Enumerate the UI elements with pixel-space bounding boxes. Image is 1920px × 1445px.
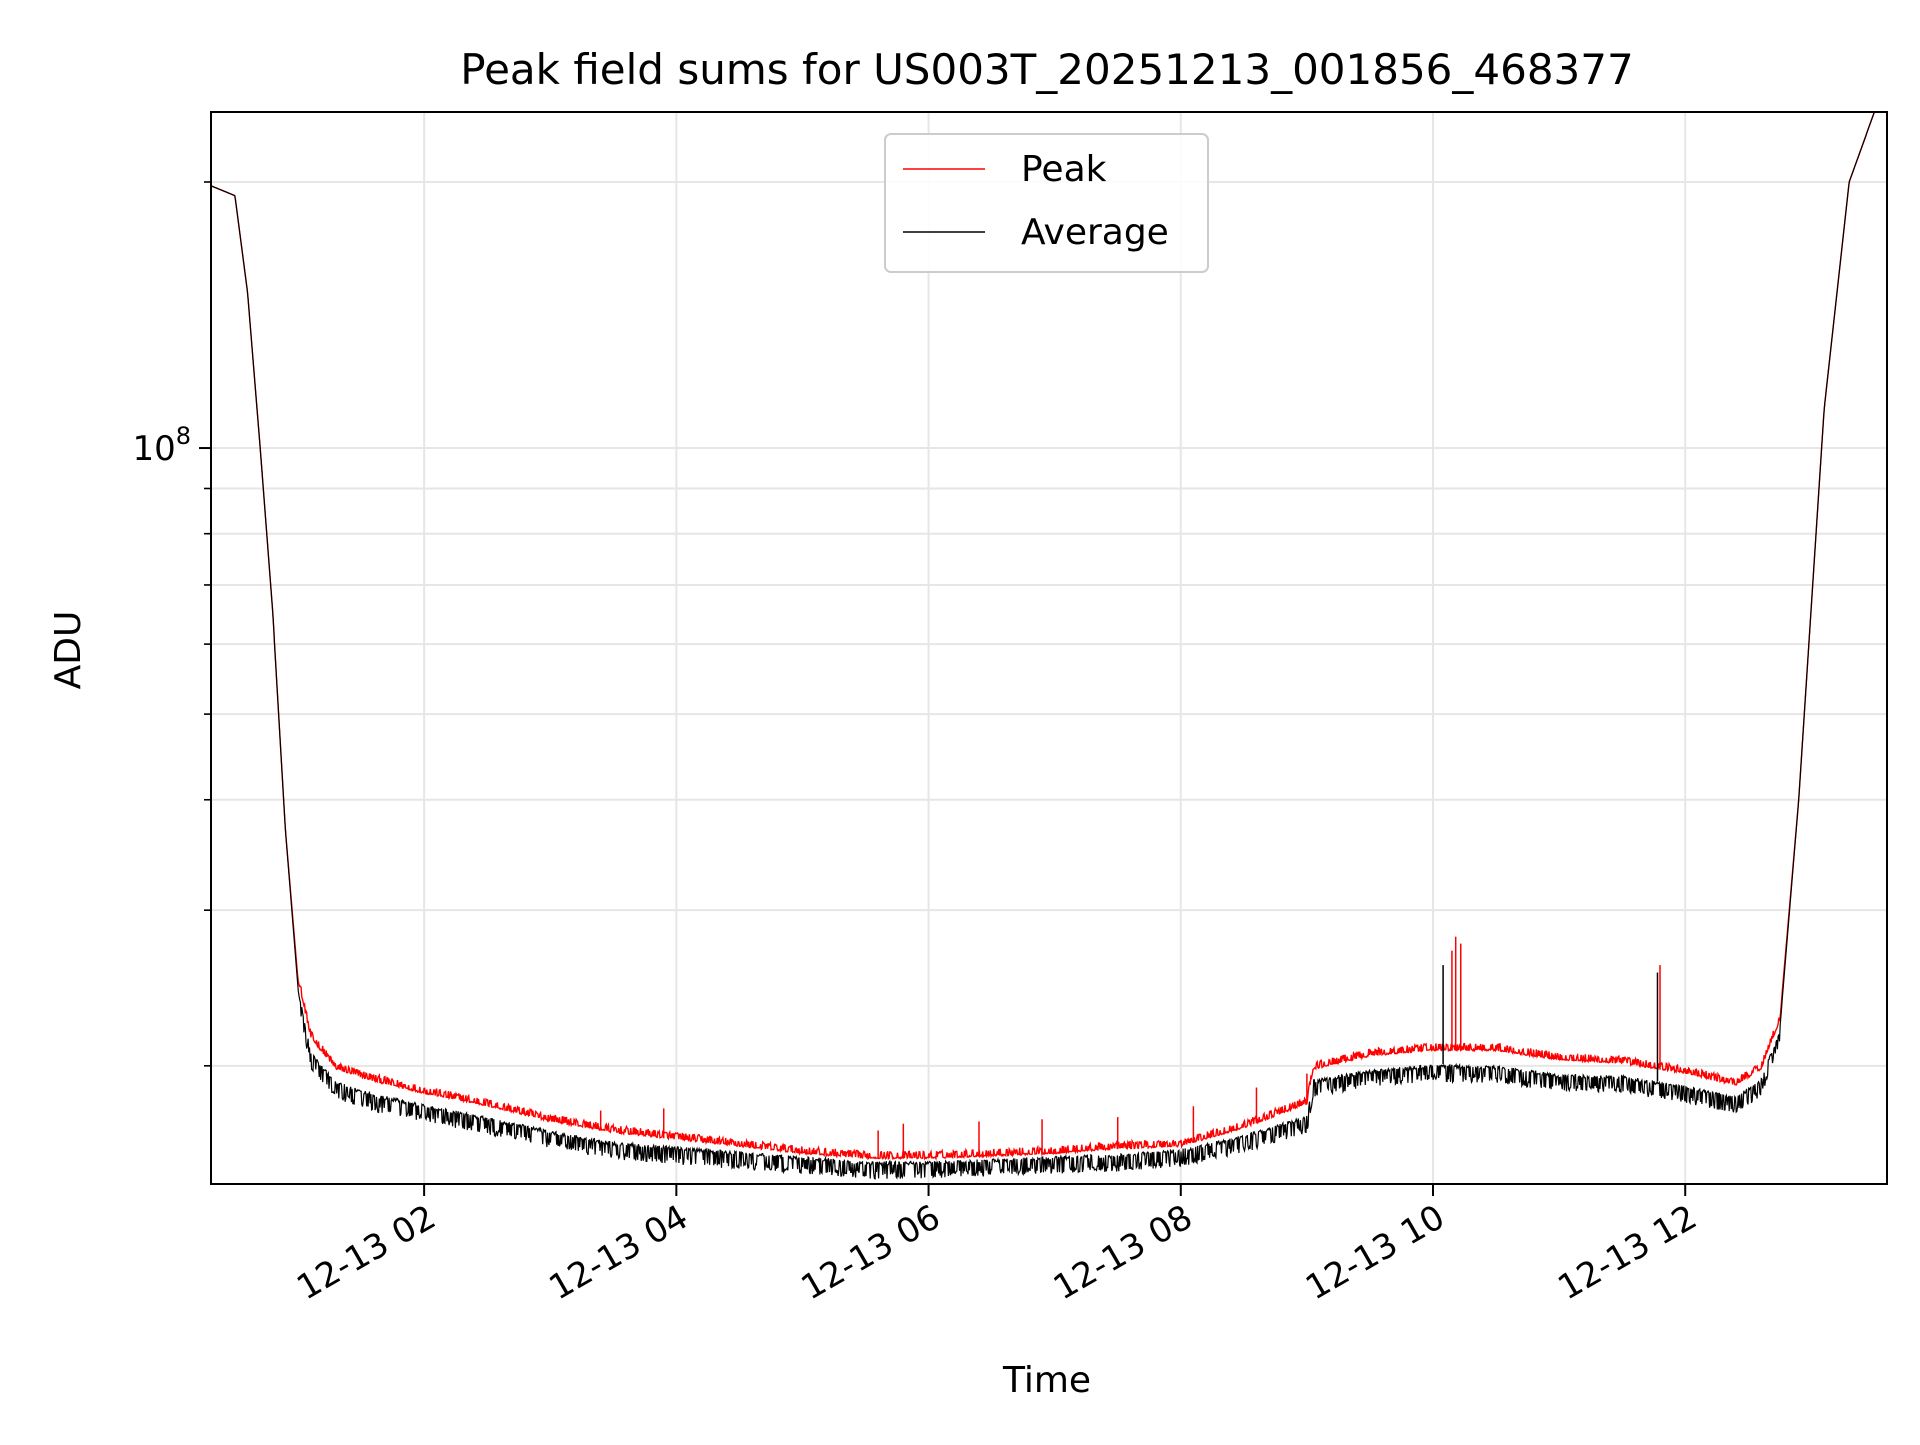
- legend-average-label: Average: [1021, 212, 1169, 253]
- grid-lines: [211, 112, 1887, 1184]
- chart-title: Peak field sums for US003T_20251213_0018…: [460, 45, 1633, 94]
- plot-frame: [210, 111, 1888, 1185]
- x-axis-label: Time: [1002, 1360, 1091, 1401]
- y-tick-label: 108: [132, 422, 191, 469]
- legend-peak-label: Peak: [1021, 149, 1107, 190]
- series-line-peak: [210, 111, 1887, 1161]
- plot-series: [210, 111, 1887, 1180]
- series-line-average: [210, 111, 1887, 1180]
- y-axis-label: ADU: [48, 611, 89, 690]
- legend: Peak Average: [884, 133, 1209, 273]
